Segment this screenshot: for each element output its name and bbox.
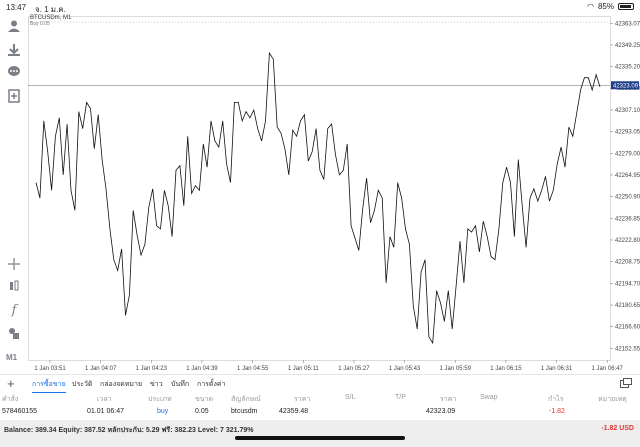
- chart-order-label: Buy 0.05: [30, 21, 50, 27]
- y-tick-label: 42363.07: [615, 22, 640, 28]
- col-size: ขนาด: [195, 396, 214, 403]
- status-date: จ. 1 ม.ค.: [35, 5, 66, 14]
- objects-icon[interactable]: [6, 278, 22, 294]
- order-profit: -1.82: [549, 408, 565, 415]
- y-tick-label: 42279.00: [615, 151, 640, 157]
- add-document-icon[interactable]: [6, 88, 22, 104]
- col-symbol: สัญลักษณ์: [231, 396, 261, 403]
- y-tick-label: 42208.75: [615, 260, 640, 266]
- price-chart[interactable]: 42363.0742349.2542335.2042321.2042307.10…: [28, 14, 640, 374]
- col-profit: กำไร: [548, 396, 564, 403]
- y-tick-label: 42236.85: [615, 216, 640, 222]
- x-tick-label: 1 Jan 05:11: [288, 366, 320, 372]
- y-tick-label: 42293.05: [615, 130, 640, 136]
- tab-trade[interactable]: การซื้อขาย: [32, 379, 66, 393]
- wifi-icon: ◠: [587, 2, 594, 11]
- x-tick-label: 1 Jan 04:39: [186, 366, 218, 372]
- x-tick-label: 1 Jan 06:15: [490, 366, 522, 372]
- col-time: เวลา: [97, 396, 112, 403]
- table-row[interactable]: 578460155 01.01 06:47 buy 0.05 btcusdm 4…: [0, 406, 640, 420]
- function-icon[interactable]: f: [11, 302, 17, 318]
- home-indicator[interactable]: [235, 436, 405, 440]
- order-time: 01.01 06:47: [87, 408, 124, 415]
- orders-table-header: คำสั่ง เวลา ประเภท ขนาด สัญลักษณ์ ราคา S…: [0, 392, 640, 406]
- col-open-price: ราคา: [294, 396, 311, 403]
- col-sl: S/L: [345, 394, 356, 401]
- x-tick-label: 1 Jan 06:47: [592, 366, 624, 372]
- col-type: ประเภท: [148, 396, 172, 403]
- y-tick-label: 42180.65: [615, 303, 640, 309]
- y-tick-label: 42250.90: [615, 195, 640, 201]
- x-tick-label: 1 Jan 05:43: [389, 366, 421, 372]
- order-type: buy: [157, 408, 169, 415]
- col-price: ราคา: [440, 396, 457, 403]
- balance-summary: Balance: 389.34 Equity: 387.52 หลักประกั…: [4, 427, 254, 434]
- col-tp: T/P: [395, 394, 406, 401]
- y-tick-label: 42152.55: [615, 346, 640, 352]
- y-tick-label: 42222.80: [615, 238, 640, 244]
- tab-settings[interactable]: การตั้งค่า: [197, 381, 226, 388]
- chart-symbol: BTCUSDm, M1: [30, 15, 72, 21]
- order-symbol: btcusdm: [231, 408, 258, 415]
- battery-icon: [618, 3, 634, 10]
- y-tick-label: 42349.25: [615, 43, 640, 49]
- order-open-price: 42359.48: [279, 408, 309, 415]
- y-tick-label: 42194.70: [615, 281, 640, 287]
- x-tick-label: 1 Jan 04:07: [85, 366, 117, 372]
- status-time: 13:47: [6, 3, 27, 12]
- current-price-label: 42323.09: [613, 83, 639, 89]
- chart-svg: 42363.0742349.2542335.2042321.2042307.10…: [28, 16, 640, 372]
- x-tick-label: 1 Jan 06:31: [541, 366, 573, 372]
- col-swap: Swap: [480, 394, 498, 401]
- y-tick-label: 42166.60: [615, 325, 640, 331]
- order-id: 578460155: [2, 408, 38, 415]
- tab-mailbox[interactable]: กล่องจดหมาย: [100, 381, 143, 388]
- chart-frame: [28, 16, 611, 361]
- y-tick-label: 42335.20: [615, 65, 640, 71]
- order-size: 0.05: [195, 408, 209, 415]
- col-order: คำสั่ง: [2, 396, 19, 403]
- add-icon[interactable]: +: [7, 376, 15, 391]
- tab-news[interactable]: ข่าว: [150, 381, 163, 388]
- x-tick-label: 1 Jan 04:23: [136, 366, 168, 372]
- price-series-line: [35, 51, 601, 345]
- battery-percent: 85%: [597, 2, 614, 11]
- tab-history[interactable]: ประวัติ: [72, 381, 93, 388]
- download-icon[interactable]: [6, 42, 22, 58]
- current-price-tag: [611, 81, 639, 90]
- status-bar: 13:47 จ. 1 ม.ค. ◠ 85%: [0, 0, 640, 14]
- x-tick-label: 1 Jan 05:59: [440, 366, 472, 372]
- y-tick-label: 42307.10: [615, 108, 640, 114]
- order-current-price: 42323.09: [426, 408, 456, 415]
- left-toolbar: f M1: [0, 14, 28, 374]
- y-tick-label: 42264.95: [615, 173, 640, 179]
- floating-pl: -1.82 USD: [601, 425, 634, 432]
- tab-journal[interactable]: บันทึก: [171, 381, 190, 388]
- x-tick-label: 1 Jan 04:55: [237, 366, 269, 372]
- bottom-tabs: + การซื้อขาย ประวัติ กล่องจดหมาย ข่าว บั…: [0, 374, 640, 393]
- shapes-icon[interactable]: [6, 325, 22, 341]
- person-icon[interactable]: [6, 18, 22, 34]
- x-tick-label: 1 Jan 05:27: [338, 366, 370, 372]
- window-icon[interactable]: [620, 378, 632, 391]
- timeframe-label[interactable]: M1: [6, 353, 18, 362]
- balance-bar: Balance: 389.34 Equity: 387.52 หลักประกั…: [0, 420, 640, 447]
- crosshair-icon[interactable]: [6, 256, 22, 272]
- status-right: ◠ 85%: [587, 2, 634, 11]
- x-tick-label: 1 Jan 03:51: [34, 366, 66, 372]
- col-comment: หมายเหตุ: [598, 396, 627, 403]
- chat-icon[interactable]: [6, 64, 22, 80]
